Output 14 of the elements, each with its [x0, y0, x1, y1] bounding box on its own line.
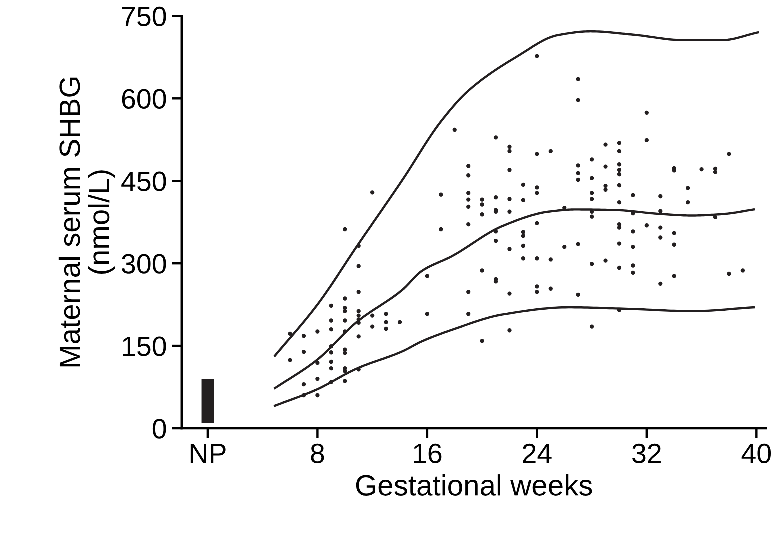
y-tick-label: 450 — [122, 172, 166, 192]
x-tick-label: 8 — [311, 444, 324, 464]
x-tick-label: 16 — [414, 444, 442, 464]
x-axis-title: Gestational weeks — [356, 474, 592, 496]
x-tick-label: 32 — [632, 444, 661, 464]
y-tick-label: 600 — [122, 89, 166, 109]
y-tick-label: 0 — [152, 419, 166, 439]
x-tick-label: NP — [190, 444, 226, 464]
y-tick-label: 750 — [122, 6, 166, 27]
x-tick-label: 40 — [742, 444, 772, 464]
y-tick-label: 300 — [122, 254, 166, 274]
x-tick-label: 24 — [523, 444, 552, 464]
y-axis-title: Maternal serum SHBG (nmol/L) — [58, 78, 116, 367]
y-tick-label: 150 — [123, 336, 166, 356]
